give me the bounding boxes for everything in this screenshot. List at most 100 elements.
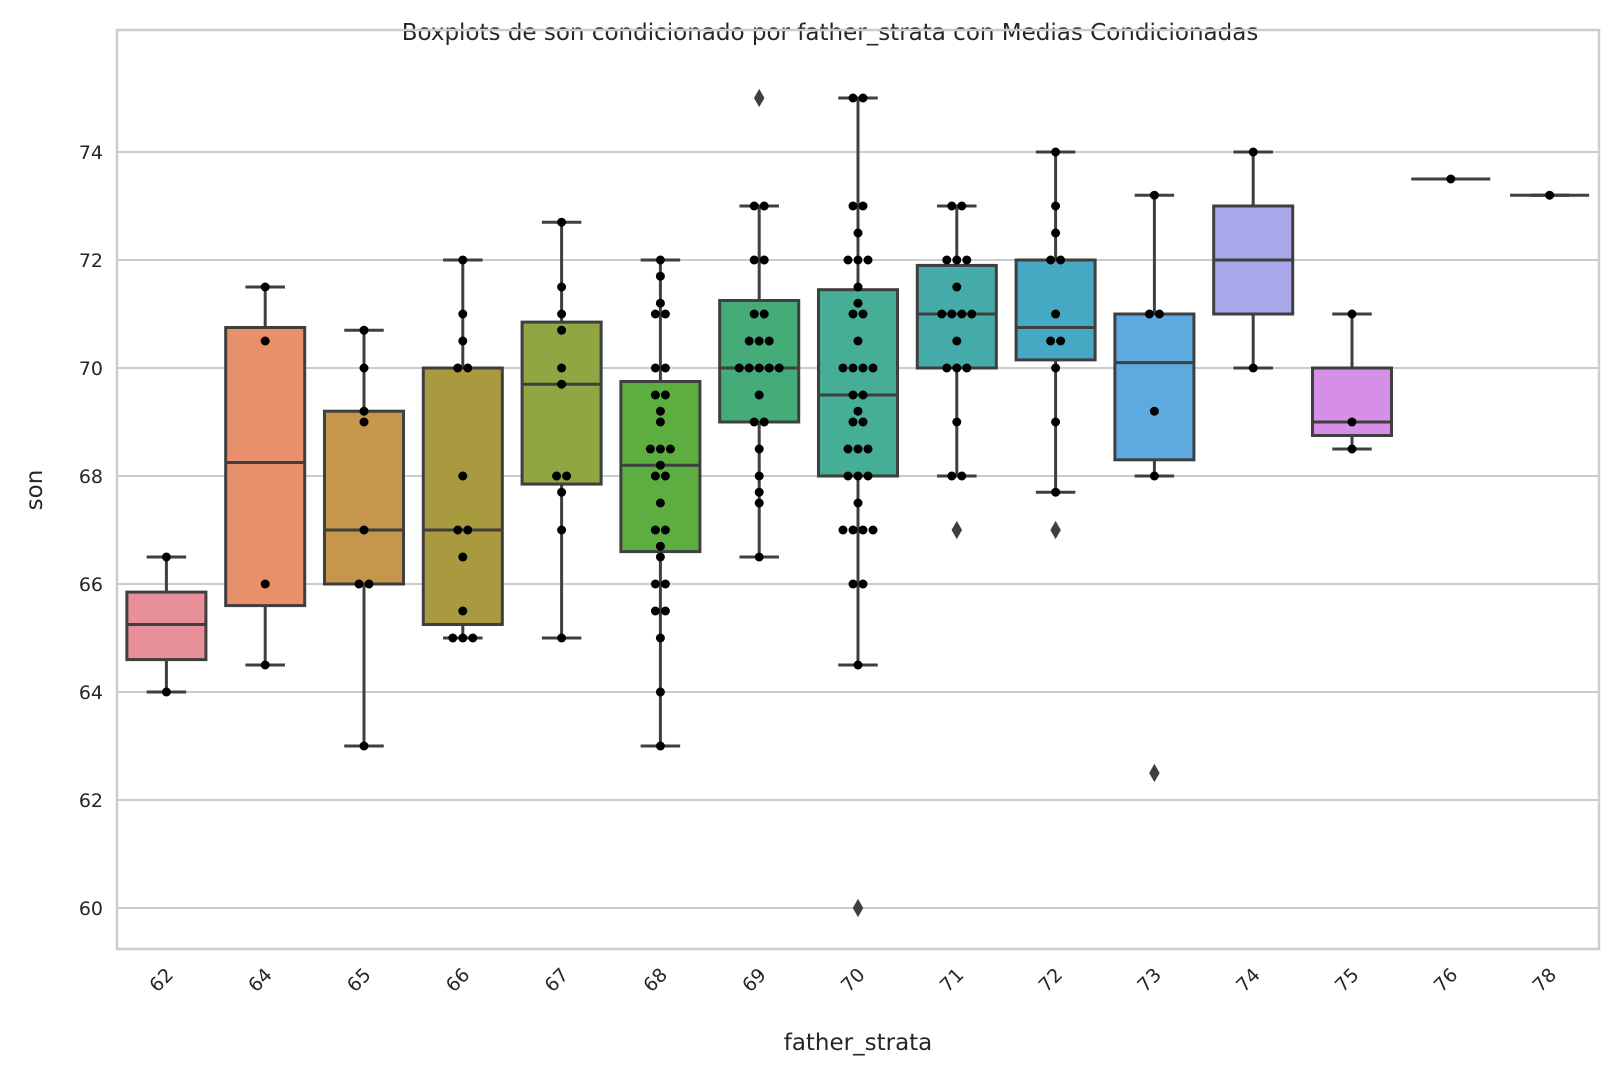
data-point-74-0: [1248, 147, 1258, 157]
box-67: [520, 320, 603, 486]
box-group-62: [125, 555, 208, 694]
data-point-68-25: [660, 606, 670, 616]
y-tick-label-66: 66: [79, 574, 103, 596]
x-tick-label-73: 73: [1133, 964, 1166, 997]
data-point-70-25: [843, 471, 853, 481]
data-point-69-8: [764, 336, 774, 346]
data-point-68-14: [655, 460, 665, 470]
data-point-68-12: [655, 444, 665, 454]
box-group-70: [816, 96, 900, 918]
data-point-70-8: [853, 282, 863, 292]
data-point-69-3: [759, 255, 769, 265]
outlier-70-0: [852, 898, 864, 918]
data-point-71-7: [947, 309, 957, 319]
data-point-70-11: [858, 309, 868, 319]
data-point-68-16: [660, 471, 670, 481]
data-point-71-3: [952, 255, 962, 265]
data-point-67-1: [557, 282, 567, 292]
data-point-66-9: [458, 606, 468, 616]
data-point-71-10: [952, 336, 962, 346]
data-point-69-17: [754, 444, 764, 454]
data-point-73-2: [1154, 309, 1164, 319]
data-point-68-20: [655, 541, 665, 551]
x-tick-labels: 62 64 65 66 67 68 69 70 71 72 73 74 75 76 78: [145, 964, 1561, 997]
data-point-71-14: [952, 417, 962, 427]
data-point-68-0: [655, 255, 665, 265]
x-tick-label-70: 70: [837, 964, 870, 997]
data-point-70-31: [858, 525, 868, 535]
data-point-64-2: [260, 579, 270, 589]
data-point-70-16: [868, 363, 878, 373]
x-tick-label-64: 64: [244, 964, 277, 997]
x-axis-label: father_strata: [784, 1030, 933, 1056]
data-point-70-24: [863, 444, 873, 454]
box-group-73: [1113, 193, 1196, 783]
box-group-66: [421, 258, 504, 640]
data-point-78-0: [1545, 190, 1555, 200]
data-point-68-19: [660, 525, 670, 535]
data-point-67-7: [562, 471, 572, 481]
data-point-71-5: [952, 282, 962, 292]
data-point-68-6: [660, 363, 670, 373]
x-tick-label-72: 72: [1034, 964, 1067, 997]
data-point-65-0: [359, 325, 369, 335]
data-point-70-26: [853, 471, 863, 481]
box-group-64: [224, 285, 307, 667]
data-point-71-11: [942, 363, 952, 373]
data-point-66-7: [463, 525, 473, 535]
data-point-62-0: [161, 552, 171, 562]
x-tick-label-71: 71: [936, 964, 969, 997]
data-point-67-0: [557, 217, 567, 227]
data-point-70-18: [858, 390, 868, 400]
box-group-71: [915, 204, 998, 540]
x-tick-label-69: 69: [738, 964, 771, 997]
data-point-71-4: [962, 255, 972, 265]
data-point-66-0: [458, 255, 468, 265]
y-axis-label: son: [22, 470, 48, 511]
data-point-65-2: [359, 406, 369, 416]
x-tick-label-68: 68: [639, 964, 672, 997]
data-point-66-8: [458, 552, 468, 562]
plot-frame: [115, 28, 1601, 951]
data-point-67-10: [557, 633, 567, 643]
data-point-72-4: [1056, 255, 1066, 265]
data-point-67-9: [557, 525, 567, 535]
data-point-69-1: [759, 201, 769, 211]
data-point-69-20: [754, 498, 764, 508]
data-point-66-5: [458, 471, 468, 481]
data-point-67-4: [557, 363, 567, 373]
data-point-66-3: [453, 363, 463, 373]
data-point-69-12: [764, 363, 774, 373]
data-point-66-10: [448, 633, 458, 643]
y-tick-label-60: 60: [79, 898, 103, 920]
data-point-69-14: [754, 390, 764, 400]
data-point-72-5: [1051, 309, 1061, 319]
data-point-65-3: [359, 417, 369, 427]
data-point-72-2: [1051, 228, 1061, 238]
data-point-75-0: [1347, 309, 1357, 319]
box-group-74: [1212, 150, 1295, 370]
data-point-69-21: [754, 552, 764, 562]
data-point-70-17: [848, 390, 858, 400]
data-point-69-13: [774, 363, 784, 373]
data-point-69-4: [749, 309, 759, 319]
data-point-66-6: [453, 525, 463, 535]
data-point-69-0: [749, 201, 759, 211]
data-point-69-9: [734, 363, 744, 373]
data-point-65-7: [359, 741, 369, 751]
points-layer: [161, 93, 1555, 751]
x-tick-label-76: 76: [1430, 964, 1463, 997]
x-tick-label-66: 66: [442, 964, 475, 997]
data-point-66-12: [468, 633, 478, 643]
box-64: [224, 326, 307, 608]
data-point-72-3: [1046, 255, 1056, 265]
data-point-70-7: [863, 255, 873, 265]
data-point-70-28: [853, 498, 863, 508]
data-point-64-1: [260, 336, 270, 346]
data-point-68-22: [650, 579, 660, 589]
data-point-68-4: [660, 309, 670, 319]
data-point-67-5: [557, 379, 567, 389]
data-point-70-4: [853, 228, 863, 238]
data-point-70-14: [848, 363, 858, 373]
data-point-71-1: [957, 201, 967, 211]
